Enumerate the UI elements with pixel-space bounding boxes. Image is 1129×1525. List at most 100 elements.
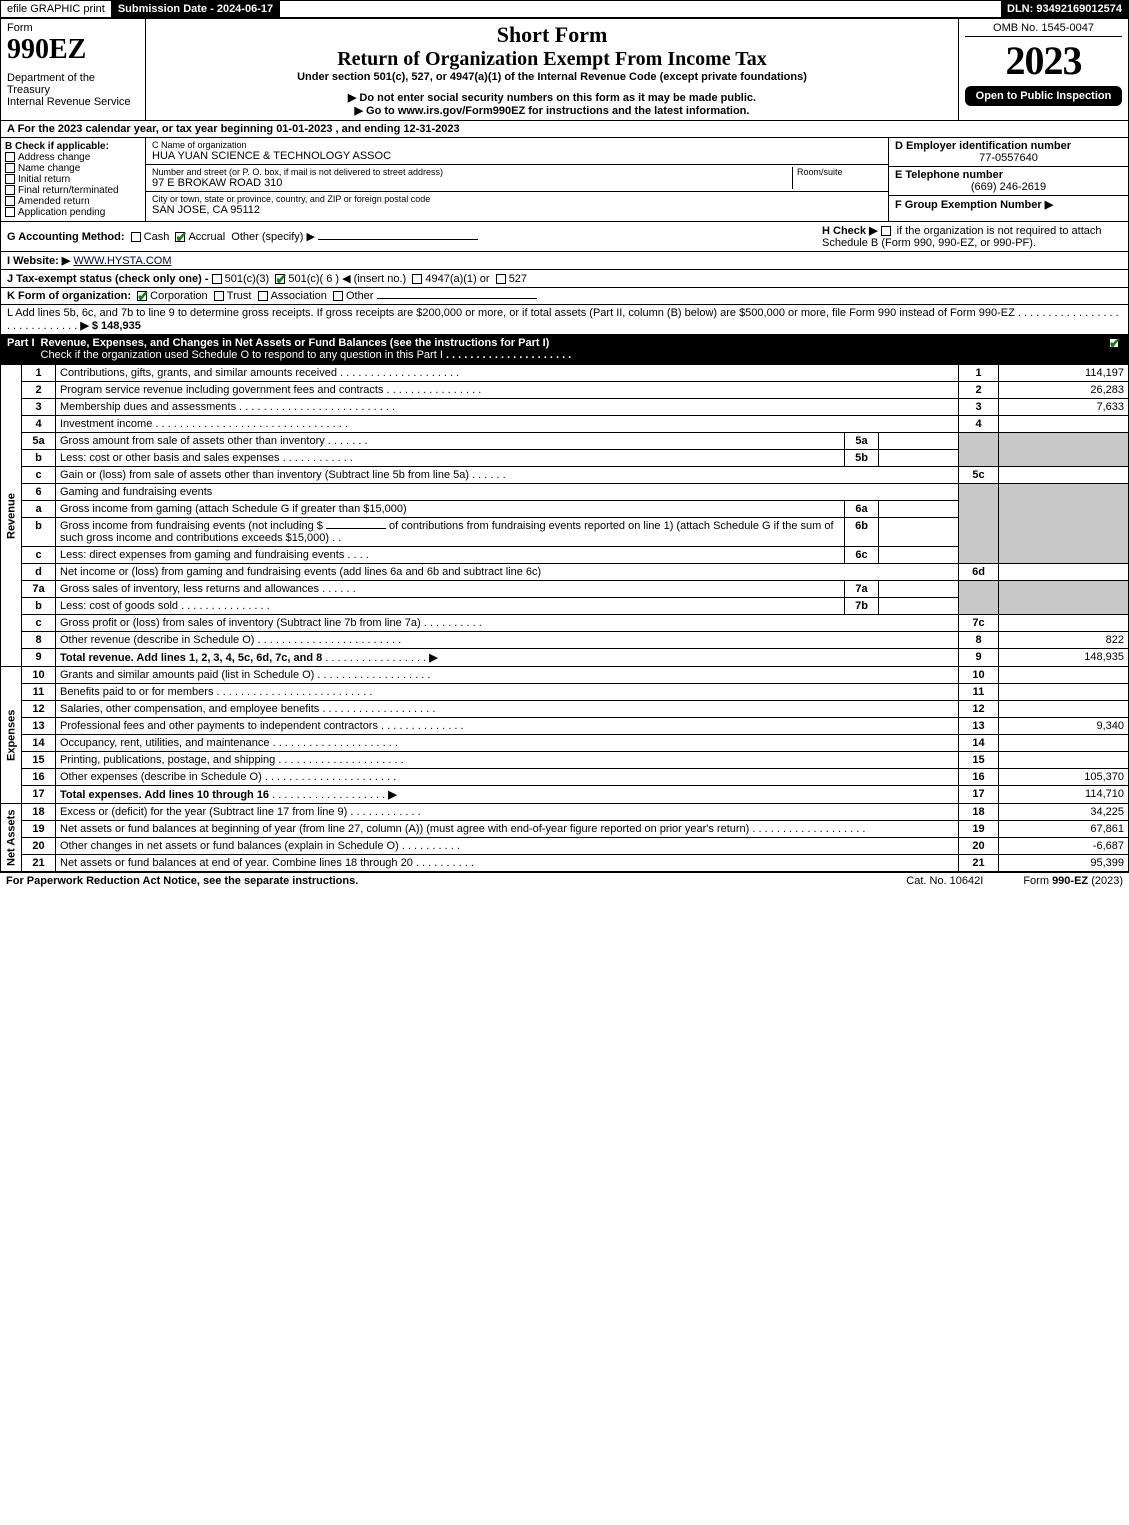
cb-initial-return[interactable]	[5, 174, 15, 184]
footer-left: For Paperwork Reduction Act Notice, see …	[6, 875, 866, 887]
cb-501c3[interactable]	[212, 274, 222, 284]
table-row: 9Total revenue. Add lines 1, 2, 3, 4, 5c…	[1, 649, 1129, 667]
g-other: Other (specify) ▶	[231, 231, 315, 243]
dln: DLN: 93492169012574	[1001, 1, 1128, 17]
table-row: 4Investment income . . . . . . . . . . .…	[1, 416, 1129, 433]
line-9-value: 148,935	[999, 649, 1129, 667]
cb-name-change[interactable]	[5, 163, 15, 173]
line-2-value: 26,283	[999, 382, 1129, 399]
table-row: 8Other revenue (describe in Schedule O) …	[1, 632, 1129, 649]
dots-icon: . . . . . . . . . .	[399, 840, 460, 852]
dots-icon: . . . . . . . . . . . . . . . . . . . . …	[262, 771, 396, 783]
row-a-tax-year: A For the 2023 calendar year, or tax yea…	[0, 121, 1129, 138]
form-header: Form 990EZ Department of the Treasury In…	[0, 18, 1129, 121]
cb-501c[interactable]	[275, 274, 285, 284]
row-g-h: G Accounting Method: Cash Accrual Other …	[0, 222, 1129, 252]
table-row: cGain or (loss) from sale of assets othe…	[1, 467, 1129, 484]
line-16-value: 105,370	[999, 769, 1129, 786]
dots-icon: . . . . . . . . . . . . . . . . . . . .	[337, 367, 459, 379]
e-label: E Telephone number	[895, 169, 1003, 181]
dots-icon: . . . . . . . . . . . . . . .	[178, 600, 270, 612]
dots-icon: . . . . . . . . . . . . . . . . . . . . …	[213, 686, 372, 698]
l-text: L Add lines 5b, 6c, and 7b to line 9 to …	[7, 307, 1015, 319]
cb-4947[interactable]	[412, 274, 422, 284]
table-row: 2Program service revenue including gover…	[1, 382, 1129, 399]
line-4-value	[999, 416, 1129, 433]
dots-icon: . . . . . . . . . . . . . . . . . . .	[749, 823, 865, 835]
dots-icon: . . . . . .	[319, 583, 356, 595]
dots-icon: . . . . . . . . . .	[421, 617, 482, 629]
phone-value: (669) 246-2619	[895, 181, 1122, 193]
expenses-vlabel: Expenses	[1, 667, 22, 804]
cb-trust[interactable]	[214, 291, 224, 301]
table-row: Net Assets 18Excess or (deficit) for the…	[1, 804, 1129, 821]
section-bcdef: B Check if applicable: Address change Na…	[0, 138, 1129, 222]
table-row: 5aGross amount from sale of assets other…	[1, 433, 1129, 450]
room-label: Room/suite	[797, 167, 882, 177]
cb-schedule-b[interactable]	[881, 226, 891, 236]
line-14-value	[999, 735, 1129, 752]
form-id-cell: Form 990EZ Department of the Treasury In…	[1, 19, 146, 121]
subtitle: Under section 501(c), 527, or 4947(a)(1)…	[152, 71, 952, 83]
cb-association[interactable]	[258, 291, 268, 301]
net-assets-vlabel: Net Assets	[1, 804, 22, 872]
i-label: I Website: ▶	[7, 255, 70, 267]
cb-application-pending[interactable]	[5, 207, 15, 217]
dots-icon: . . . . . . . . . . . .	[280, 452, 353, 464]
line-1-value: 114,197	[999, 365, 1129, 382]
cb-cash[interactable]	[131, 232, 141, 242]
table-row: 13Professional fees and other payments t…	[1, 718, 1129, 735]
line-17-value: 114,710	[999, 786, 1129, 804]
org-address: 97 E BROKAW ROAD 310	[152, 177, 792, 189]
cb-accrual[interactable]	[175, 232, 185, 242]
city-label: City or town, state or province, country…	[152, 194, 882, 204]
g-label: G Accounting Method:	[7, 231, 125, 243]
row-j-status: J Tax-exempt status (check only one) - 5…	[0, 270, 1129, 288]
footer-right: Form 990-EZ (2023)	[1023, 875, 1123, 887]
col-b-checkboxes: B Check if applicable: Address change Na…	[1, 138, 146, 221]
dots-icon: . . . . . . . . . . . . . . . . . . . . …	[275, 754, 403, 766]
part-i-label: Part I	[7, 337, 41, 361]
addr-label: Number and street (or P. O. box, if mail…	[152, 167, 792, 177]
line-7c-value	[999, 615, 1129, 632]
table-row: cGross profit or (loss) from sales of in…	[1, 615, 1129, 632]
cb-527[interactable]	[496, 274, 506, 284]
arrow-icon: ▶	[429, 652, 437, 664]
cb-address-change[interactable]	[5, 152, 15, 162]
line-19-value: 67,861	[999, 821, 1129, 838]
line-8-value: 822	[999, 632, 1129, 649]
cb-schedule-o-part-i[interactable]	[1109, 338, 1119, 348]
form-title-cell: Short Form Return of Organization Exempt…	[146, 19, 959, 121]
dots-icon: . . . . . . . . . . . . . . . . .	[322, 652, 429, 664]
arrow-icon: ▶	[388, 789, 396, 801]
submission-date: Submission Date - 2024-06-17	[112, 1, 280, 17]
cb-amended-return[interactable]	[5, 196, 15, 206]
table-row: 7aGross sales of inventory, less returns…	[1, 581, 1129, 598]
line-18-value: 34,225	[999, 804, 1129, 821]
cb-other-org[interactable]	[333, 291, 343, 301]
table-row: 21Net assets or fund balances at end of …	[1, 855, 1129, 872]
table-row: 11Benefits paid to or for members . . . …	[1, 684, 1129, 701]
cb-corporation[interactable]	[137, 291, 147, 301]
omb-number: OMB No. 1545-0047	[965, 22, 1122, 37]
part-i-header: Part I Revenue, Expenses, and Changes in…	[0, 335, 1129, 364]
org-name: HUA YUAN SCIENCE & TECHNOLOGY ASSOC	[152, 150, 882, 162]
line-12-value	[999, 701, 1129, 718]
table-row: 15Printing, publications, postage, and s…	[1, 752, 1129, 769]
dots-icon: . . . . . . . . . . . . . . . . . . . . …	[270, 737, 398, 749]
dots-icon: . . . .	[344, 549, 368, 561]
line-15-value	[999, 752, 1129, 769]
dots-icon: . . . . . .	[469, 469, 506, 481]
row-l-gross-receipts: L Add lines 5b, 6c, and 7b to line 9 to …	[0, 305, 1129, 335]
website-link[interactable]: WWW.HYSTA.COM	[73, 255, 171, 267]
table-row: dNet income or (loss) from gaming and fu…	[1, 564, 1129, 581]
goto-link[interactable]: ▶ Go to www.irs.gov/Form990EZ for instru…	[152, 104, 952, 117]
org-city: SAN JOSE, CA 95112	[152, 204, 882, 216]
part-i-title: Revenue, Expenses, and Changes in Net As…	[41, 337, 550, 349]
dots-icon: . . . . . . .	[325, 435, 368, 447]
cb-final-return[interactable]	[5, 185, 15, 195]
open-to-public: Open to Public Inspection	[965, 86, 1122, 106]
table-row: 12Salaries, other compensation, and empl…	[1, 701, 1129, 718]
revenue-vlabel: Revenue	[1, 365, 22, 667]
efile-label: efile GRAPHIC print	[1, 1, 112, 17]
